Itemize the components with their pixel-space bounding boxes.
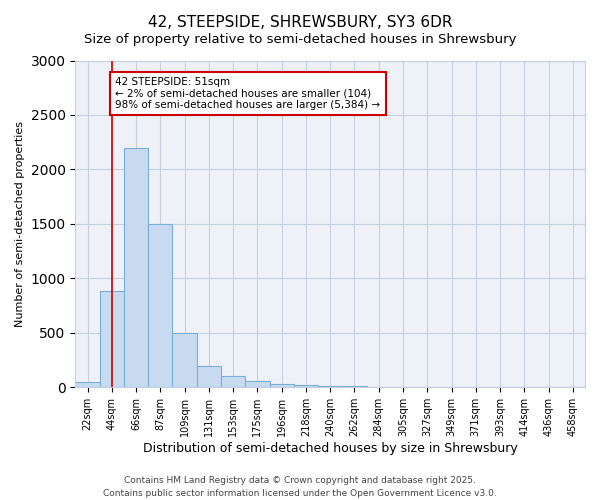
Bar [294,385,318,388]
Bar [318,386,343,388]
Bar [76,382,100,388]
Text: Size of property relative to semi-detached houses in Shrewsbury: Size of property relative to semi-detach… [84,32,516,46]
Y-axis label: Number of semi-detached properties: Number of semi-detached properties [15,121,25,327]
Bar [343,386,367,388]
Bar [269,384,294,388]
Text: 42 STEEPSIDE: 51sqm
← 2% of semi-detached houses are smaller (104)
98% of semi-d: 42 STEEPSIDE: 51sqm ← 2% of semi-detache… [115,77,380,110]
Bar [124,148,148,388]
Bar [172,333,197,388]
Text: 42, STEEPSIDE, SHREWSBURY, SY3 6DR: 42, STEEPSIDE, SHREWSBURY, SY3 6DR [148,15,452,30]
Text: Contains HM Land Registry data © Crown copyright and database right 2025.
Contai: Contains HM Land Registry data © Crown c… [103,476,497,498]
X-axis label: Distribution of semi-detached houses by size in Shrewsbury: Distribution of semi-detached houses by … [143,442,518,455]
Bar [221,376,245,388]
Bar [100,292,124,388]
Bar [197,366,221,388]
Bar [148,224,172,388]
Bar [245,382,269,388]
